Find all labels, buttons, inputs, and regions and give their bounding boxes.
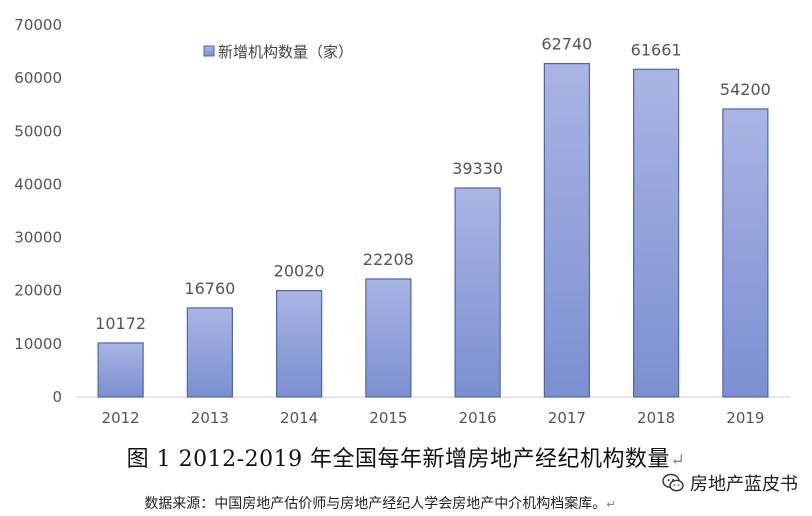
watermark: 房地产蓝皮书	[662, 470, 798, 496]
data-label: 61661	[631, 40, 682, 59]
wechat-icon	[662, 473, 684, 492]
data-label: 20020	[274, 262, 325, 281]
data-label: 39330	[452, 159, 503, 178]
bar	[365, 278, 412, 398]
bar	[543, 62, 590, 398]
data-label: 62740	[541, 35, 592, 54]
legend: 新增机构数量（家）	[203, 43, 353, 61]
bar	[186, 307, 233, 398]
bar-chart: 0 10000 20000 30000 40000 50000 60000 70000 201…	[14, 16, 790, 427]
bar	[454, 187, 501, 398]
y-tick-label: 60000	[14, 69, 62, 87]
x-tick-label: 2012	[102, 409, 140, 427]
return-mark: ↵	[670, 451, 686, 471]
y-tick-label: 30000	[14, 229, 62, 247]
y-tick-label: 70000	[14, 16, 62, 34]
legend-label: 新增机构数量（家）	[218, 43, 353, 61]
legend-swatch	[203, 45, 215, 57]
figure-caption: 图 1 2012-2019 年全国每年新增房地产经纪机构数量↵	[0, 441, 812, 473]
data-label: 10172	[95, 314, 146, 333]
bar	[276, 290, 323, 398]
data-label: 54200	[720, 80, 771, 99]
y-tick-label: 20000	[14, 282, 62, 300]
x-tick-label: 2017	[548, 409, 586, 427]
figure-caption-text: 图 1 2012-2019 年全国每年新增房地产经纪机构数量	[126, 447, 671, 472]
y-tick-label: 50000	[14, 122, 62, 140]
return-mark: ↵	[606, 498, 616, 511]
data-label: 16760	[184, 279, 235, 298]
x-tick-label: 2018	[637, 409, 675, 427]
x-tick-label: 2016	[459, 409, 497, 427]
y-tick-label: 40000	[14, 175, 62, 193]
bar	[633, 68, 680, 398]
x-tick-label: 2014	[280, 409, 318, 427]
data-label: 22208	[363, 250, 414, 269]
y-tick-label: 10000	[14, 335, 62, 353]
x-tick-label: 2019	[726, 409, 764, 427]
bar	[97, 342, 144, 398]
source-note: 数据来源：中国房地产估价师与房地产经纪人学会房地产中介机构档案库。↵	[0, 493, 760, 513]
x-tick-label: 2015	[369, 409, 407, 427]
bar	[722, 108, 769, 398]
source-note-text: 数据来源：中国房地产估价师与房地产经纪人学会房地产中介机构档案库。	[144, 496, 607, 512]
watermark-text: 房地产蓝皮书	[690, 474, 798, 495]
x-tick-label: 2013	[191, 409, 229, 427]
y-tick-label: 0	[52, 388, 62, 406]
